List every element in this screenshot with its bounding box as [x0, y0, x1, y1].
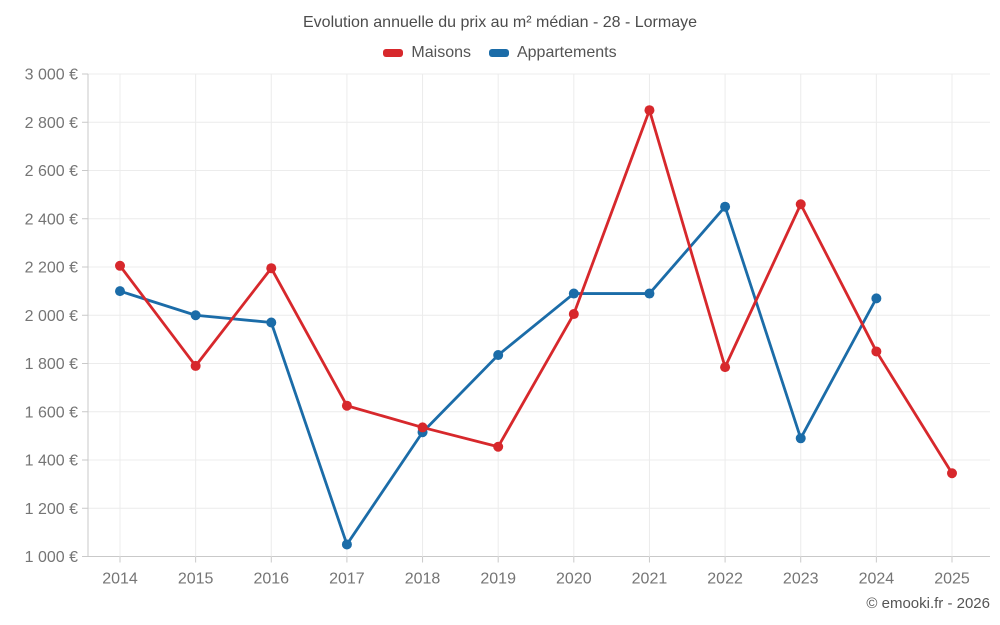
svg-text:1 800 €: 1 800 € [25, 356, 78, 373]
svg-text:2020: 2020 [556, 571, 592, 588]
legend-label-appartements: Appartements [516, 44, 617, 61]
svg-text:3 000 €: 3 000 € [25, 67, 78, 84]
svg-text:1 200 €: 1 200 € [25, 501, 78, 518]
svg-text:2025: 2025 [934, 571, 970, 588]
copyright-footer: © emooki.fr - 2026 [866, 595, 990, 612]
svg-text:2017: 2017 [329, 571, 365, 588]
svg-text:2018: 2018 [405, 571, 441, 588]
legend-item-appartements[interactable]: Appartements [488, 44, 617, 62]
svg-text:2016: 2016 [253, 571, 289, 588]
chart-legend: Maisons Appartements [0, 44, 1000, 62]
svg-text:2 200 €: 2 200 € [25, 260, 78, 277]
legend-label-maisons: Maisons [411, 44, 471, 61]
maisons-series-marker-icon [383, 49, 404, 57]
svg-text:2 800 €: 2 800 € [25, 115, 78, 132]
svg-text:1 600 €: 1 600 € [25, 404, 78, 421]
svg-text:2015: 2015 [178, 571, 214, 588]
svg-text:2023: 2023 [783, 571, 819, 588]
svg-text:2 600 €: 2 600 € [25, 163, 78, 180]
svg-text:2 400 €: 2 400 € [25, 211, 78, 228]
chart-title: Evolution annuelle du prix au m² médian … [303, 14, 697, 31]
svg-text:2019: 2019 [480, 571, 516, 588]
appartements-series-marker-icon [488, 49, 509, 57]
svg-text:1 400 €: 1 400 € [25, 453, 78, 470]
svg-text:2022: 2022 [707, 571, 743, 588]
legend-item-maisons[interactable]: Maisons [383, 44, 471, 62]
svg-text:1 000 €: 1 000 € [25, 549, 78, 566]
svg-text:2014: 2014 [102, 571, 138, 588]
svg-text:2024: 2024 [859, 571, 895, 588]
svg-text:2 000 €: 2 000 € [25, 308, 78, 325]
svg-text:2021: 2021 [632, 571, 668, 588]
